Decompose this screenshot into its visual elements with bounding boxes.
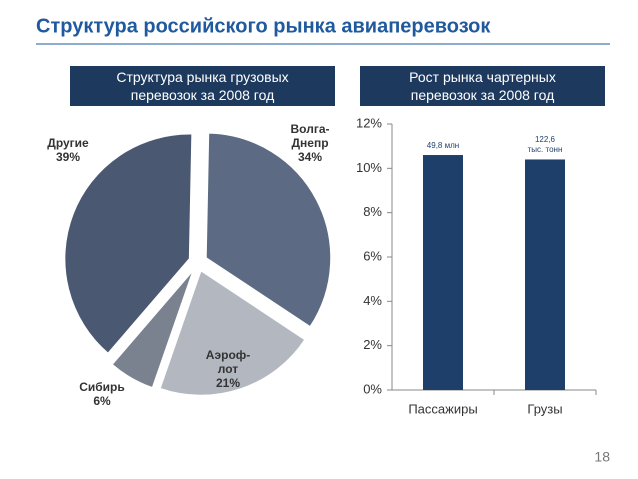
y-tick-label: 10% bbox=[356, 160, 382, 175]
chart-title: Рост рынка чартерных перевозок за 2008 г… bbox=[360, 66, 605, 106]
slice-label: Аэроф- лот bbox=[205, 348, 251, 376]
y-tick-label: 8% bbox=[363, 204, 382, 219]
x-tick-label: Пассажиры bbox=[408, 401, 477, 416]
y-tick-label: 0% bbox=[363, 381, 382, 396]
pie-slice bbox=[110, 269, 195, 389]
slice-label: Другие bbox=[47, 136, 89, 150]
bar-annotation: 122,6 тыс. тонн bbox=[527, 135, 563, 155]
y-tick-label: 12% bbox=[356, 115, 382, 130]
slide-title: Структура российского рынка авиаперевозо… bbox=[36, 15, 491, 37]
slice-value-label: 39% bbox=[55, 150, 81, 164]
slice-label: Сибирь bbox=[79, 380, 125, 394]
slice-value-label: 6% bbox=[93, 394, 111, 408]
x-tick-label: Грузы bbox=[527, 401, 562, 416]
y-tick-label: 2% bbox=[363, 337, 382, 352]
bar-annotation: 49,8 млн bbox=[426, 141, 460, 151]
chart-title: Структура рынка грузовых перевозок за 20… bbox=[70, 66, 335, 106]
pie-slice bbox=[158, 269, 307, 397]
y-tick-label: 6% bbox=[363, 248, 382, 263]
slice-label: Волга- Днепр bbox=[290, 122, 330, 150]
slice-value-label: 21% bbox=[215, 376, 241, 390]
page-number: 18 bbox=[594, 449, 610, 465]
slice-value-label: 34% bbox=[297, 150, 323, 164]
pie-slice bbox=[205, 132, 332, 328]
pie-slice bbox=[63, 133, 193, 355]
bar bbox=[525, 159, 565, 390]
y-tick-label: 4% bbox=[363, 293, 382, 308]
bar bbox=[423, 155, 463, 390]
